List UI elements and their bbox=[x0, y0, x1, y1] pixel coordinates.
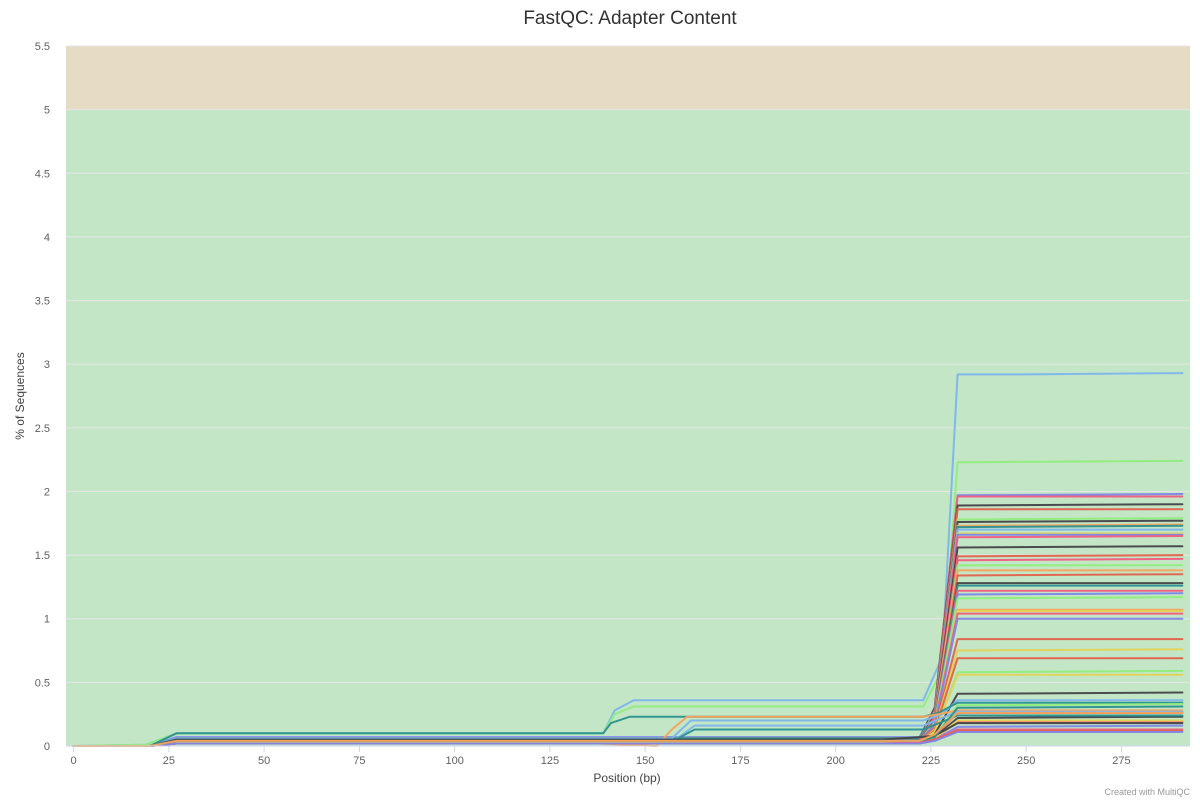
x-tick-label: 275 bbox=[1112, 755, 1130, 767]
x-tick-label: 0 bbox=[71, 755, 77, 767]
series-line-37 bbox=[72, 701, 1184, 747]
y-tick-label: 1 bbox=[44, 614, 50, 626]
x-tick-label: 50 bbox=[258, 755, 270, 767]
x-tick-label: 150 bbox=[636, 755, 654, 767]
x-tick-label: 225 bbox=[922, 755, 940, 767]
x-tick-label: 100 bbox=[445, 755, 463, 767]
x-axis-label: Position (bp) bbox=[593, 771, 660, 785]
y-tick-label: 2.5 bbox=[35, 423, 50, 435]
y-tick-label: 1.5 bbox=[35, 550, 50, 562]
y-axis-label: % of Sequences bbox=[13, 352, 27, 439]
grid-lines bbox=[66, 45, 1190, 683]
axes: 0 25 50 75 100 125 150 175 200 225 250 27500.511.52… bbox=[35, 41, 1190, 767]
x-tick-label: 175 bbox=[731, 755, 749, 767]
x-tick-label: 25 bbox=[163, 755, 175, 767]
x-tick-label: 250 bbox=[1017, 755, 1035, 767]
y-tick-label: 4 bbox=[44, 232, 50, 244]
y-tick-label: 2 bbox=[44, 486, 50, 498]
y-tick-label: 3.5 bbox=[35, 296, 50, 308]
x-tick-label: 75 bbox=[353, 755, 365, 767]
x-tick-label: 125 bbox=[541, 755, 559, 767]
y-tick-label: 5.5 bbox=[35, 41, 50, 53]
chart-title: FastQC: Adapter Content bbox=[523, 8, 737, 29]
y-tick-label: 0 bbox=[44, 741, 50, 753]
y-tick-label: 5 bbox=[44, 105, 50, 117]
x-tick-label: 200 bbox=[826, 755, 844, 767]
y-tick-label: 4.5 bbox=[35, 168, 50, 180]
y-tick-label: 0.5 bbox=[35, 677, 50, 689]
y-tick-label: 3 bbox=[44, 359, 50, 371]
credits-text[interactable]: Created with MultiQC bbox=[1104, 787, 1190, 797]
plot-bands bbox=[66, 46, 1190, 747]
series-lines bbox=[72, 372, 1184, 747]
plot-band-1 bbox=[66, 46, 1190, 110]
